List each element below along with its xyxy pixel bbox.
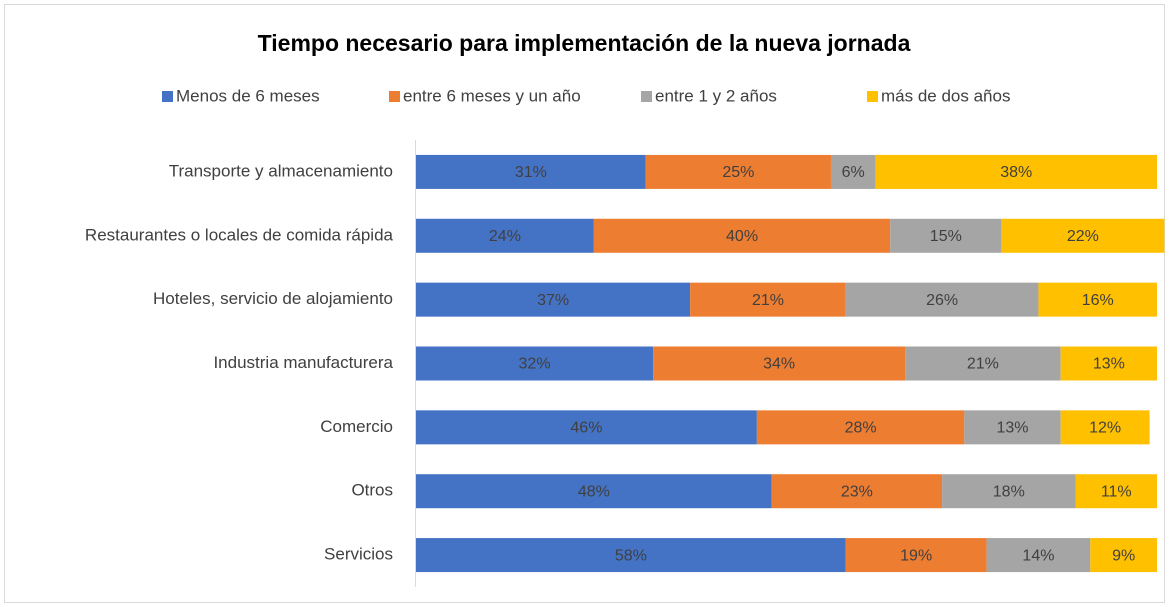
bar-segment — [756, 410, 965, 445]
bar-segment — [690, 282, 846, 317]
chart-title: Tiempo necesario para implementación de … — [258, 30, 911, 56]
data-label: 24% — [489, 228, 521, 245]
y-tick-label: Comercio — [320, 417, 393, 436]
data-label: 38% — [1000, 164, 1032, 181]
bar-segment — [771, 474, 943, 509]
bar-segment — [1060, 346, 1157, 381]
bar-segment — [416, 346, 654, 381]
y-tick-label: Industria manufacturera — [213, 353, 393, 372]
legend-label: entre 1 y 2 años — [655, 86, 777, 105]
data-label: 34% — [763, 356, 795, 373]
legend-label: más de dos años — [881, 86, 1010, 105]
legend-swatch — [162, 91, 173, 102]
data-label: 31% — [515, 164, 547, 181]
bar-segment — [986, 538, 1091, 573]
bar-segment — [1001, 218, 1165, 253]
bar-segment — [416, 538, 846, 573]
bar-segment — [1038, 282, 1157, 317]
data-label: 23% — [841, 483, 873, 500]
y-tick-label: Transporte y almacenamiento — [169, 161, 393, 180]
legend-label: entre 6 meses y un año — [403, 86, 581, 105]
data-label: 18% — [993, 483, 1025, 500]
data-label: 13% — [996, 420, 1028, 437]
bar-segment — [416, 154, 646, 189]
legend-swatch — [641, 91, 652, 102]
data-label: 21% — [967, 356, 999, 373]
data-label: 15% — [930, 228, 962, 245]
bar-segment — [830, 154, 876, 189]
data-label: 14% — [1022, 547, 1054, 564]
legend-label: Menos de 6 meses — [176, 86, 320, 105]
data-label: 40% — [726, 228, 758, 245]
bar-segment — [875, 154, 1157, 189]
y-tick-label: Otros — [351, 481, 393, 500]
data-label: 28% — [845, 420, 877, 437]
legend-swatch — [389, 91, 400, 102]
data-label: 16% — [1082, 292, 1114, 309]
y-tick-label: Hoteles, servicio de alojamiento — [153, 289, 393, 308]
data-label: 26% — [926, 292, 958, 309]
bar-segment — [593, 218, 891, 253]
bar-segment — [1075, 474, 1157, 509]
y-tick-label: Servicios — [324, 545, 393, 564]
data-label: 58% — [615, 547, 647, 564]
data-label: 46% — [570, 420, 602, 437]
data-label: 19% — [900, 547, 932, 564]
bar-segment — [845, 538, 987, 573]
bar-segment — [890, 218, 1002, 253]
legend-swatch — [867, 91, 878, 102]
bar-segment — [1060, 410, 1150, 445]
bar-segment — [645, 154, 831, 189]
data-label: 9% — [1112, 547, 1135, 564]
data-label: 37% — [537, 292, 569, 309]
data-label: 25% — [722, 164, 754, 181]
data-label: 32% — [519, 356, 551, 373]
bar-segment — [416, 410, 757, 445]
data-label: 21% — [752, 292, 784, 309]
bar-segment — [416, 218, 594, 253]
bar-segment — [905, 346, 1061, 381]
data-label: 12% — [1089, 420, 1121, 437]
data-label: 11% — [1101, 483, 1132, 500]
data-label: 13% — [1093, 356, 1125, 373]
bar-segment — [1090, 538, 1157, 573]
y-tick-label: Restaurantes o locales de comida rápida — [85, 225, 394, 244]
bar-segment — [653, 346, 906, 381]
bar-segment — [964, 410, 1061, 445]
data-label: 6% — [842, 164, 865, 181]
data-label: 48% — [578, 483, 610, 500]
data-label: 22% — [1067, 228, 1099, 245]
bar-segment — [416, 474, 772, 509]
bar-segment — [845, 282, 1039, 317]
bar-segment — [942, 474, 1076, 509]
bar-segment — [416, 282, 691, 317]
